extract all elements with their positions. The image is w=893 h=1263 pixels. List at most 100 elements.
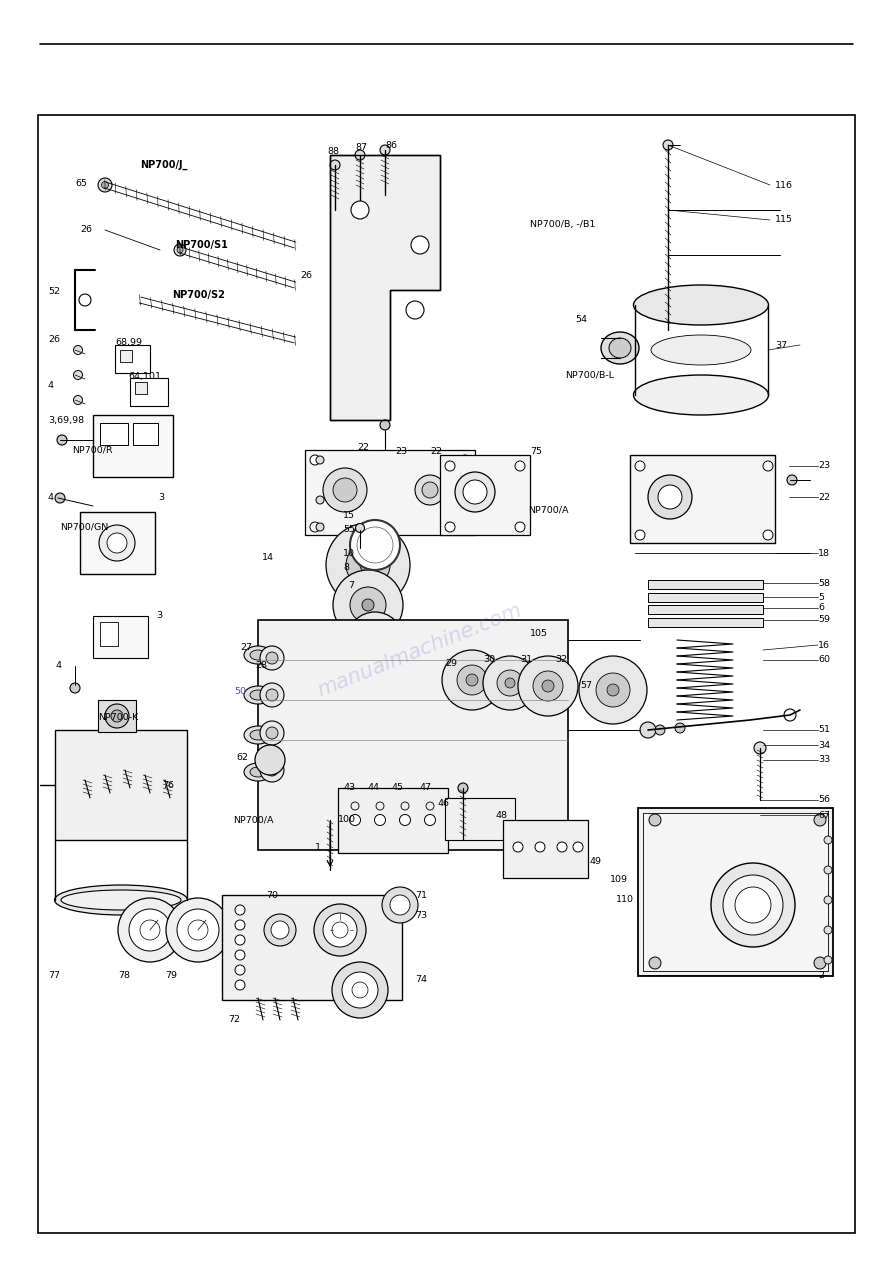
Text: 23: 23	[395, 447, 407, 456]
Bar	[445, 798, 515, 840]
Circle shape	[824, 836, 832, 844]
Circle shape	[426, 802, 434, 810]
Text: 48: 48	[495, 812, 507, 821]
Circle shape	[382, 887, 418, 923]
Text: 73: 73	[415, 911, 427, 919]
Circle shape	[57, 434, 67, 445]
Text: 87: 87	[355, 144, 367, 153]
Circle shape	[166, 898, 230, 962]
Text: 3: 3	[156, 611, 163, 620]
Ellipse shape	[244, 726, 272, 744]
Text: 23: 23	[818, 461, 830, 471]
Circle shape	[235, 980, 245, 990]
Text: 59: 59	[818, 615, 830, 624]
Circle shape	[105, 703, 129, 727]
Circle shape	[323, 469, 367, 512]
Circle shape	[457, 666, 487, 695]
Circle shape	[380, 421, 390, 429]
Circle shape	[658, 485, 682, 509]
Text: 10: 10	[343, 548, 355, 557]
Text: NP700/R: NP700/R	[72, 446, 113, 455]
Circle shape	[326, 523, 410, 608]
Text: 31: 31	[520, 655, 532, 664]
Circle shape	[260, 758, 284, 782]
Circle shape	[824, 956, 832, 964]
Text: 3: 3	[158, 493, 164, 501]
Text: 45: 45	[392, 783, 404, 792]
Bar	[135, 381, 147, 394]
Circle shape	[579, 655, 647, 724]
Text: 4: 4	[48, 380, 54, 389]
Circle shape	[351, 201, 369, 218]
Bar	[100, 621, 118, 645]
Circle shape	[649, 813, 661, 826]
Circle shape	[347, 613, 403, 668]
Text: 22: 22	[357, 442, 369, 451]
Circle shape	[350, 520, 400, 570]
Bar	[55, 730, 187, 840]
Bar	[648, 580, 763, 589]
Circle shape	[316, 456, 324, 464]
Text: NP700/B, -/B1: NP700/B, -/B1	[530, 221, 596, 230]
Circle shape	[573, 842, 583, 853]
Text: NP700/B-L: NP700/B-L	[565, 370, 614, 379]
Circle shape	[260, 721, 284, 745]
Text: 46: 46	[438, 798, 450, 807]
Circle shape	[648, 475, 692, 519]
Text: 1: 1	[315, 844, 321, 853]
Text: 76: 76	[162, 782, 174, 791]
Text: 26: 26	[48, 336, 60, 345]
Text: 70: 70	[266, 890, 278, 899]
Circle shape	[635, 530, 645, 541]
Circle shape	[235, 919, 245, 930]
Circle shape	[763, 530, 773, 541]
Text: 50: 50	[234, 687, 246, 696]
Circle shape	[362, 599, 374, 611]
Circle shape	[513, 842, 523, 853]
Text: 68,99: 68,99	[115, 338, 142, 347]
Text: 3,69,98: 3,69,98	[48, 416, 84, 424]
Text: 55: 55	[343, 525, 355, 534]
Circle shape	[455, 472, 495, 512]
Ellipse shape	[244, 686, 272, 703]
Bar	[648, 618, 763, 626]
Circle shape	[763, 461, 773, 471]
Circle shape	[787, 475, 797, 485]
Text: 8: 8	[343, 563, 349, 572]
Text: 47: 47	[420, 783, 432, 792]
Circle shape	[824, 866, 832, 874]
Ellipse shape	[54, 885, 188, 914]
Bar	[93, 416, 173, 477]
Circle shape	[271, 921, 289, 938]
Text: 29: 29	[445, 658, 457, 668]
Bar	[120, 350, 132, 362]
Ellipse shape	[244, 645, 272, 664]
Text: 26: 26	[80, 226, 92, 235]
Bar	[115, 345, 150, 373]
Text: manualmachine.com: manualmachine.com	[314, 600, 525, 700]
Circle shape	[360, 557, 376, 573]
Circle shape	[111, 710, 123, 722]
Circle shape	[390, 895, 410, 914]
Circle shape	[349, 815, 361, 826]
Text: 65: 65	[75, 179, 87, 188]
Text: 64,101: 64,101	[128, 371, 161, 380]
Circle shape	[235, 950, 245, 960]
Bar	[222, 895, 402, 1000]
Text: 60: 60	[818, 655, 830, 664]
Bar	[643, 813, 828, 971]
Text: 79: 79	[165, 970, 177, 980]
Text: 26: 26	[300, 270, 312, 279]
Circle shape	[535, 842, 545, 853]
Circle shape	[99, 525, 135, 561]
Circle shape	[596, 673, 630, 707]
Bar	[648, 605, 763, 614]
Circle shape	[649, 957, 661, 969]
Text: 44: 44	[367, 783, 379, 792]
Text: 5: 5	[818, 592, 824, 601]
Circle shape	[330, 160, 340, 171]
Circle shape	[422, 482, 438, 498]
Text: 22: 22	[818, 493, 830, 501]
Text: 78: 78	[118, 970, 130, 980]
Text: 7: 7	[348, 581, 354, 590]
